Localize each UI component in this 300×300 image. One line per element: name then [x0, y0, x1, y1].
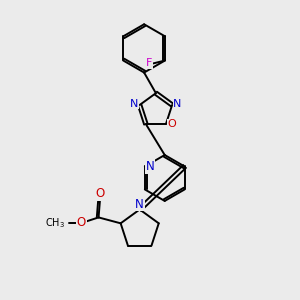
Text: N: N [173, 98, 182, 109]
Text: N: N [135, 198, 144, 211]
Text: F: F [146, 58, 152, 68]
Text: CH$_3$: CH$_3$ [45, 216, 65, 230]
Text: N: N [146, 160, 154, 173]
Text: O: O [167, 119, 176, 129]
Text: O: O [95, 188, 105, 200]
Text: N: N [130, 98, 139, 109]
Text: O: O [77, 216, 86, 229]
